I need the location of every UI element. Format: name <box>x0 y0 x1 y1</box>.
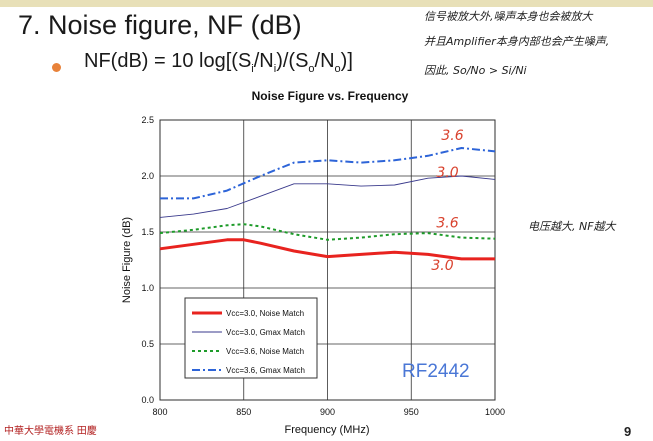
slide-title: 7. Noise figure, NF (dB) <box>18 10 302 40</box>
series-line-1 <box>159 238 495 261</box>
formula-part: )] <box>340 50 353 72</box>
x-tick-label: 800 <box>152 407 167 417</box>
formula-sub: i <box>273 63 277 75</box>
top-decor-bar <box>0 0 653 7</box>
y-tick-label: 2.0 <box>141 171 154 181</box>
annotation-label: 3.6 <box>436 216 458 232</box>
y-tick-label: 2.5 <box>141 115 154 125</box>
formula-part: )/(S <box>276 50 309 72</box>
formula-part: /N <box>253 50 274 72</box>
y-tick-label: 1.0 <box>141 283 154 293</box>
x-tick-label: 950 <box>404 407 419 417</box>
formula-sub: i <box>251 63 254 75</box>
chart-title: Noise Figure vs. Frequency <box>252 89 409 103</box>
handwritten-note-line1: 信号被放大外,噪声本身也会被放大 <box>424 10 593 23</box>
handwritten-side-note: 电压越大, NF越大 <box>528 220 616 233</box>
annotation-label: 3.6 <box>441 128 463 144</box>
x-tick-label: 1000 <box>485 407 505 417</box>
x-axis-label: Frequency (MHz) <box>285 424 370 436</box>
chart-legend: Vcc=3.0, Noise Match Vcc=3.0, Gmax Match V… <box>184 297 318 379</box>
handwritten-note-line3: 因此, So/No > Si/Ni <box>424 64 527 77</box>
handwritten-annotations: 3.6 3.0 3.6 3.0 <box>431 128 463 274</box>
handwritten-note-line2: 并且Amplifier本身内部也会产生噪声, <box>424 35 610 48</box>
annotation-label: 3.0 <box>431 258 453 274</box>
series-line-3 <box>159 223 496 241</box>
bullet-dot <box>52 63 61 72</box>
x-tick-label: 900 <box>320 407 335 417</box>
annotation-label: 3.0 <box>436 165 458 181</box>
y-tick-label: 0.5 <box>141 339 154 349</box>
grid-lines <box>159 119 496 401</box>
formula-part: NF(dB) = 10 log[(S <box>84 50 252 72</box>
legend-label: Vcc=3.6, Gmax Match <box>226 366 305 375</box>
x-tick-label: 850 <box>236 407 251 417</box>
y-axis-label: Noise Figure (dB) <box>121 217 133 303</box>
rf2442-watermark: RF2442 <box>402 361 470 382</box>
formula-sub: o <box>334 63 341 75</box>
footer-institution: 中華大學電機系 田慶 <box>4 426 97 437</box>
legend-label: Vcc=3.0, Noise Match <box>226 309 304 318</box>
y-tick-label: 1.5 <box>141 227 154 237</box>
nf-formula: NF(dB) = 10 log[(Si/Ni)/(So/No)] <box>84 50 353 75</box>
y-tick-label: 0.0 <box>141 395 154 405</box>
legend-label: Vcc=3.0, Gmax Match <box>226 328 305 337</box>
x-axis-ticks: 800 850 900 950 1000 <box>152 407 505 417</box>
series-line-2 <box>159 175 496 218</box>
page-number: 9 <box>624 424 632 439</box>
formula-sub: o <box>308 63 315 75</box>
legend-label: Vcc=3.6, Noise Match <box>226 347 304 356</box>
legend-box <box>184 297 318 379</box>
series-lines <box>159 147 496 261</box>
y-axis-ticks: 0.0 0.5 1.0 1.5 2.0 2.5 <box>141 115 154 405</box>
formula-part: /N <box>314 50 335 72</box>
